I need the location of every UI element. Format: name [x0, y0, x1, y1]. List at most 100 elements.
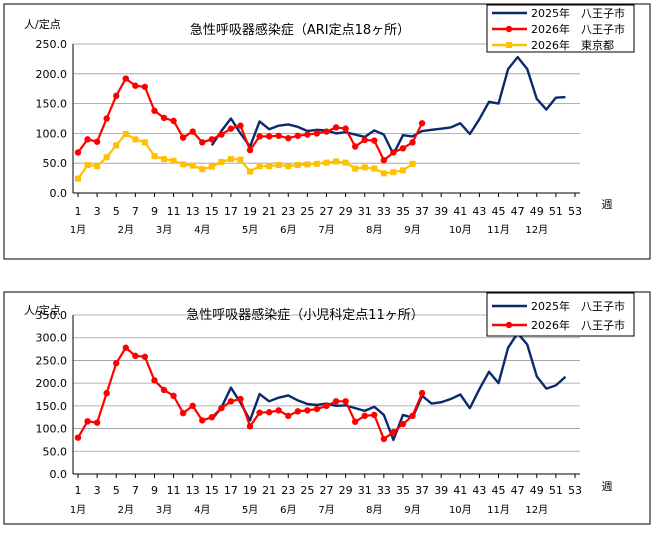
- data-point: [179, 409, 187, 417]
- x-tick-label: 31: [358, 205, 372, 218]
- data-point: [141, 139, 148, 146]
- legend-box: [486, 292, 635, 337]
- data-point: [237, 122, 244, 129]
- data-point: [160, 114, 168, 122]
- month-label: 8月: [366, 224, 382, 236]
- x-tick-label: 25: [300, 205, 314, 218]
- x-tick-label: 7: [132, 205, 139, 218]
- y-tick-label: 200.0: [36, 377, 68, 390]
- data-point: [418, 120, 426, 127]
- data-point: [342, 398, 349, 405]
- data-point: [122, 344, 129, 351]
- x-tick-label: 31: [358, 484, 372, 497]
- data-point: [275, 407, 282, 414]
- x-tick-label: 33: [377, 484, 391, 497]
- month-label: 1月: [70, 224, 86, 236]
- month-label: 9月: [404, 504, 420, 516]
- x-tick-label: 47: [511, 205, 525, 218]
- data-point: [247, 168, 254, 175]
- x-tick-label: 33: [377, 205, 391, 218]
- y-tick-label: 50.0: [43, 445, 68, 458]
- data-point: [256, 163, 263, 170]
- data-point: [275, 132, 282, 139]
- month-label: 8月: [366, 504, 382, 516]
- x-tick-label: 45: [492, 484, 506, 497]
- data-point: [93, 138, 101, 145]
- data-point: [170, 157, 177, 164]
- data-point: [237, 156, 244, 163]
- month-label: 2月: [118, 504, 134, 516]
- data-point: [189, 402, 196, 410]
- chart-panel-pediatric: 0.0 50.0 100.0 150.0 200.0 250.0 300.0 350.0 1 3 5…: [0, 288, 658, 533]
- x-tick-label: 47: [511, 484, 525, 497]
- data-point: [170, 117, 177, 125]
- data-point: [323, 128, 330, 135]
- data-point: [294, 132, 302, 139]
- data-point: [151, 377, 158, 384]
- x-tick-label: 51: [549, 484, 563, 497]
- data-point: [351, 418, 359, 425]
- x-tick-label: 19: [243, 484, 257, 497]
- data-point: [151, 153, 158, 160]
- data-point: [304, 161, 311, 168]
- data-point: [380, 435, 388, 443]
- data-point: [227, 125, 235, 132]
- legend-label: 2025年 八王子市: [531, 299, 625, 313]
- legend-marker: [505, 321, 513, 329]
- x-tick-label: 43: [472, 205, 486, 218]
- data-point: [371, 165, 378, 172]
- x-tick-label: 25: [300, 484, 314, 497]
- y-tick-label: 0.0: [50, 187, 68, 200]
- x-tick-label: 5: [113, 205, 120, 218]
- data-point: [399, 420, 407, 428]
- month-label: 7月: [318, 504, 334, 516]
- data-point: [418, 389, 426, 397]
- data-point: [113, 142, 120, 149]
- data-point: [256, 133, 263, 140]
- legend-label: 2026年 八王子市: [531, 22, 625, 36]
- data-point: [266, 163, 273, 170]
- data-point: [265, 133, 273, 140]
- data-point: [323, 159, 330, 166]
- data-point: [237, 395, 244, 403]
- y-tick-label: 100.0: [36, 127, 68, 140]
- x-tick-label: 49: [530, 484, 544, 497]
- month-label: 11月: [487, 224, 510, 236]
- chart-title: 急性呼吸器感染症（ARI定点18ヶ所）: [190, 22, 410, 38]
- legend-label: 2025年 八王子市: [531, 6, 625, 20]
- x-tick-label: 41: [453, 484, 467, 497]
- data-point: [199, 166, 206, 173]
- x-tick-label: 23: [281, 484, 295, 497]
- data-point: [189, 162, 196, 169]
- month-label: 5月: [242, 504, 258, 516]
- data-point: [103, 389, 110, 397]
- x-tick-label: 13: [186, 205, 200, 218]
- data-point: [313, 405, 321, 413]
- data-point: [208, 136, 216, 143]
- data-point: [304, 407, 311, 414]
- x-tick-label: 29: [339, 205, 353, 218]
- data-point: [93, 419, 101, 426]
- data-point: [304, 131, 311, 138]
- x-tick-label: 7: [132, 484, 139, 497]
- x-tick-label: 17: [224, 484, 238, 497]
- data-point: [352, 165, 359, 172]
- y-tick-label: 250.0: [36, 354, 68, 367]
- x-tick-label: 13: [186, 484, 200, 497]
- x-tick-label: 37: [415, 484, 429, 497]
- x-tick-label: 51: [549, 205, 563, 218]
- data-point: [285, 134, 292, 142]
- x-tick-label: 9: [151, 205, 158, 218]
- data-point: [74, 149, 82, 156]
- month-label: 6月: [280, 224, 296, 236]
- x-tick-label: 15: [205, 484, 219, 497]
- chart-title: 急性呼吸器感染症（小児科定点11ヶ所）: [186, 307, 424, 323]
- x-tick-label: 23: [281, 205, 295, 218]
- data-point: [75, 175, 81, 182]
- data-point: [208, 163, 215, 170]
- x-tick-label: 53: [568, 205, 582, 218]
- month-label: 9月: [404, 224, 420, 236]
- data-point: [160, 386, 168, 394]
